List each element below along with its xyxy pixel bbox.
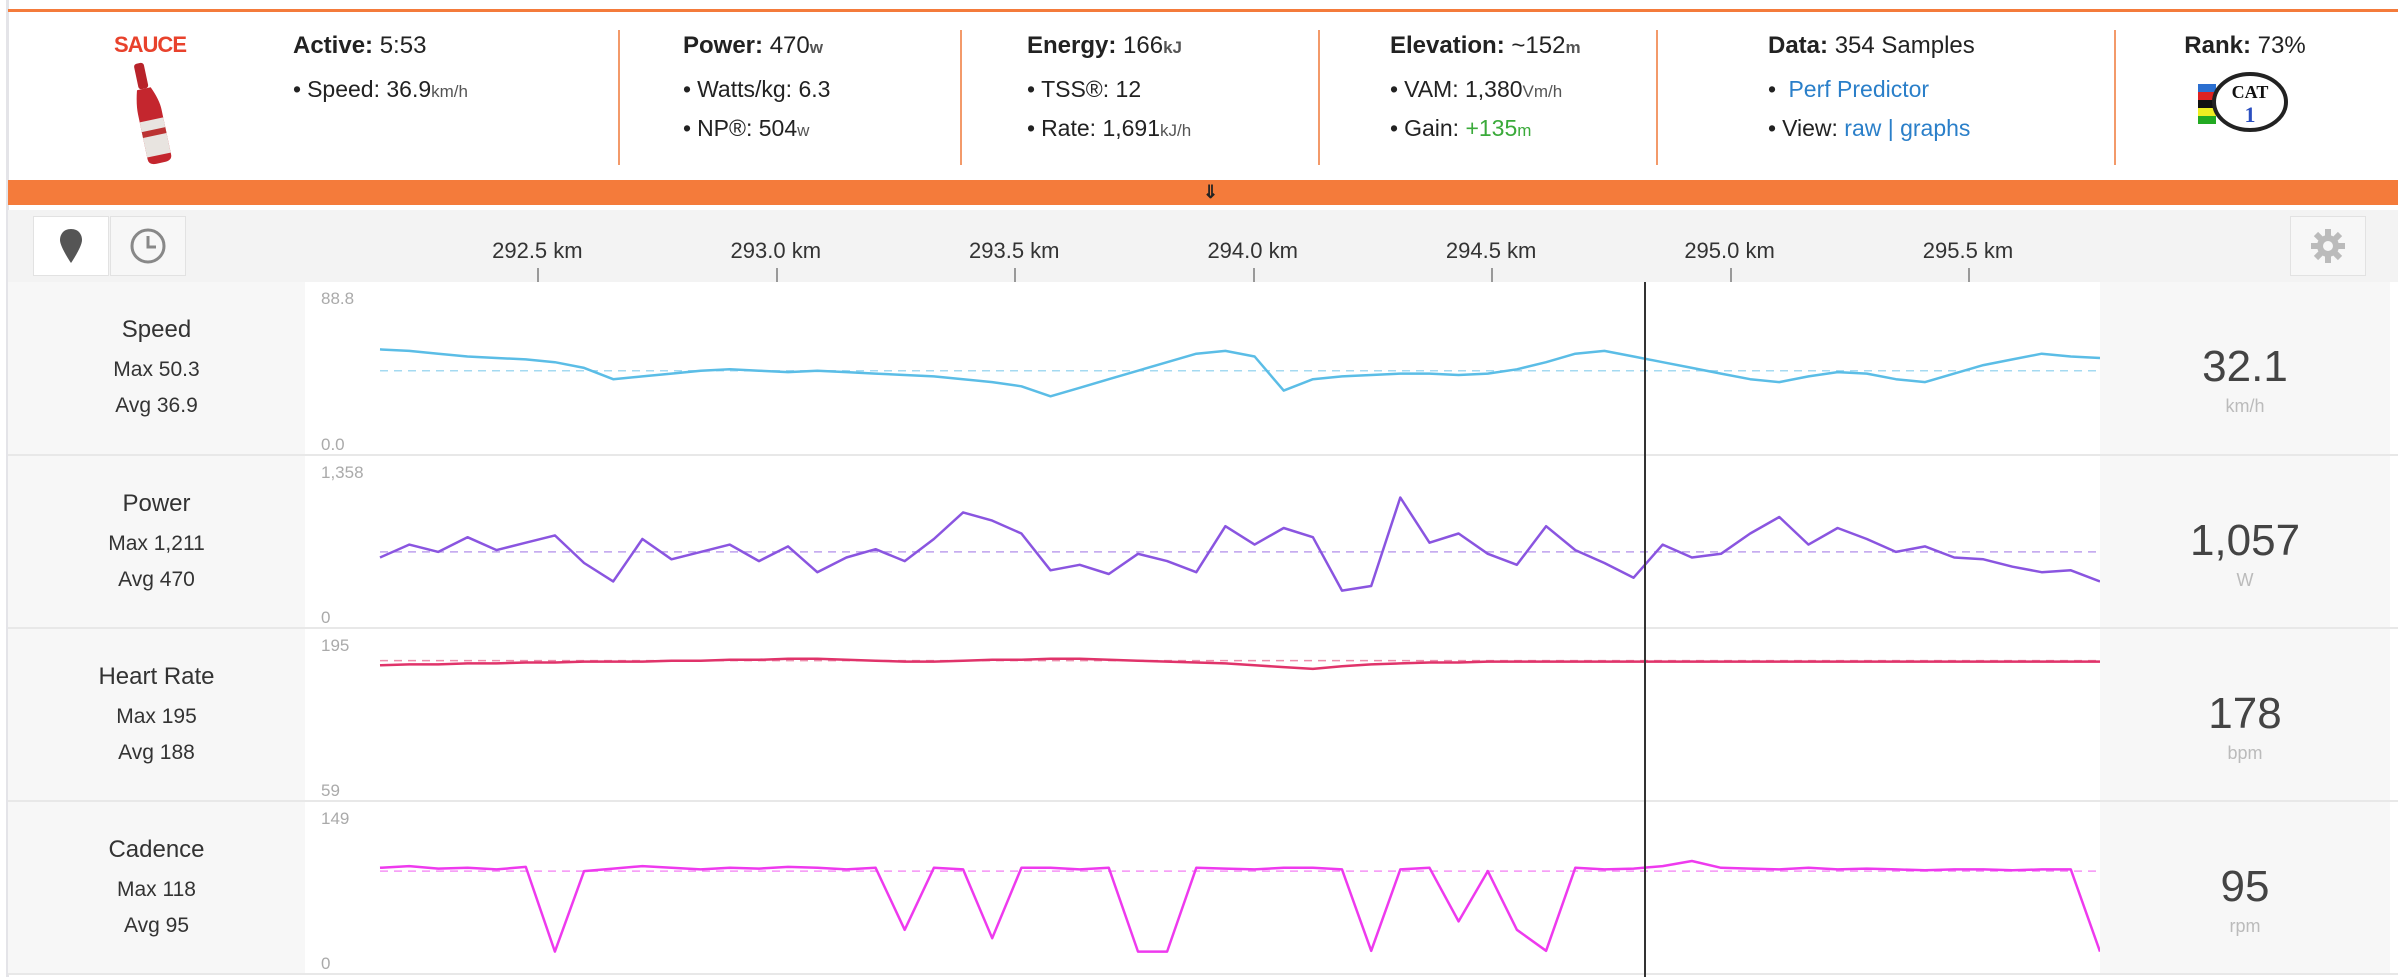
distance-tick-label: 294.0 km bbox=[1207, 238, 1298, 263]
metric-current-value: 1,057 W bbox=[2100, 456, 2390, 627]
collapse-header-bar[interactable]: ⇓ bbox=[8, 180, 2398, 205]
y-max-label: 1,358 bbox=[321, 463, 364, 482]
metric-chart-hr[interactable]: 195 59 bbox=[305, 629, 2100, 802]
divider bbox=[1656, 30, 1658, 165]
distance-tick-mark bbox=[1491, 268, 1494, 282]
metric-name: Speed bbox=[121, 316, 192, 343]
current-value: 32.1 bbox=[2202, 342, 2288, 391]
metric-name: Heart Rate bbox=[98, 663, 215, 690]
sauce-bottle-icon bbox=[134, 62, 172, 165]
y-max-label: 88.8 bbox=[321, 289, 354, 308]
metric-chart-power[interactable]: 1,358 0 bbox=[305, 456, 2100, 629]
distance-tick-mark bbox=[1968, 268, 1970, 282]
sauce-logo: SAUCE bbox=[95, 32, 205, 173]
y-min-label: 0 bbox=[321, 608, 330, 627]
distance-tick-mark bbox=[1252, 268, 1255, 282]
distance-tick-label: 295.0 km bbox=[1684, 238, 1775, 263]
series-line-cadence bbox=[379, 859, 2100, 953]
metric-max: Max 118 bbox=[117, 878, 196, 901]
current-value: 1,057 bbox=[2189, 516, 2301, 565]
current-value: 178 bbox=[2208, 689, 2282, 738]
time-mode-button[interactable] bbox=[110, 216, 186, 276]
metric-max: Max 1,211 bbox=[108, 532, 205, 555]
rank-stat: Rank: 73% CAT 1 bbox=[2170, 34, 2320, 141]
current-unit: rpm bbox=[2229, 916, 2261, 936]
y-min-label: 0.0 bbox=[321, 435, 345, 454]
settings-button[interactable] bbox=[2290, 216, 2366, 276]
metric-avg: Avg 36.9 bbox=[115, 394, 198, 417]
clock-icon bbox=[130, 228, 166, 264]
metric-name: Power bbox=[122, 490, 191, 517]
divider bbox=[960, 30, 962, 165]
metric-max: Max 50.3 bbox=[113, 358, 200, 381]
distance-mode-button[interactable] bbox=[33, 216, 109, 276]
metric-label-panel: Speed Max 50.3 Avg 36.9 bbox=[8, 282, 305, 454]
distance-tick-label: 294.5 km bbox=[1445, 238, 1537, 263]
series-line-hr bbox=[379, 657, 2100, 671]
double-chevron-icon[interactable]: ⇓ bbox=[1203, 182, 1219, 202]
metric-row-power: Power Max 1,211 Avg 470 1,057 W 1,358 0 bbox=[8, 456, 2398, 629]
map-pin-icon bbox=[60, 229, 82, 263]
metric-avg: Avg 188 bbox=[118, 741, 195, 764]
current-unit: W bbox=[2236, 570, 2254, 590]
metric-row-speed: Speed Max 50.3 Avg 36.9 32.1 km/h 88.8 0.0 bbox=[8, 282, 2398, 456]
data-stat: Data: 354 Samples • Perf Predictor • View… bbox=[1768, 32, 1975, 141]
distance-tick-mark bbox=[1014, 268, 1017, 282]
divider bbox=[2114, 30, 2116, 165]
svg-text:CAT: CAT bbox=[2232, 82, 2269, 102]
cat-1-badge-icon[interactable]: CAT 1 bbox=[2190, 66, 2300, 136]
metric-row-cadence: Cadence Max 118 Avg 95 95 rpm 149 0 bbox=[8, 802, 2398, 975]
series-line-speed bbox=[379, 348, 2100, 398]
y-max-label: 149 bbox=[321, 809, 349, 828]
distance-tick-mark bbox=[537, 268, 540, 282]
current-unit: bpm bbox=[2227, 743, 2263, 763]
energy-stat: Energy: 166kJ • TSS®: 12 • Rate: 1,691kJ/h bbox=[1027, 32, 1192, 141]
distance-tick-label: 293.5 km bbox=[969, 238, 1060, 263]
metric-label-panel: Heart Rate Max 195 Avg 188 bbox=[8, 629, 305, 800]
view-raw-link[interactable]: raw bbox=[1844, 115, 1882, 141]
metric-current-value: 95 rpm bbox=[2100, 802, 2390, 973]
metric-label-panel: Cadence Max 118 Avg 95 bbox=[8, 802, 305, 973]
view-graphs-link[interactable]: graphs bbox=[1900, 115, 1971, 141]
perf-predictor-link[interactable]: Perf Predictor bbox=[1788, 76, 1930, 102]
gear-icon bbox=[2311, 229, 2345, 263]
metric-chart-cadence[interactable]: 149 0 bbox=[305, 802, 2100, 975]
y-min-label: 0 bbox=[321, 954, 330, 973]
metric-current-value: 32.1 km/h bbox=[2100, 282, 2390, 454]
distance-tick-mark bbox=[1729, 268, 1732, 282]
chart-cursor-line[interactable] bbox=[1643, 282, 1646, 977]
divider bbox=[618, 30, 620, 165]
distance-tick-label: 295.5 km bbox=[1922, 238, 2014, 263]
current-unit: km/h bbox=[2225, 396, 2265, 416]
metric-max: Max 195 bbox=[116, 705, 197, 728]
distance-tick-mark bbox=[775, 268, 778, 282]
metric-current-value: 178 bpm bbox=[2100, 629, 2390, 800]
metric-row-hr: Heart Rate Max 195 Avg 188 178 bpm 195 59 bbox=[8, 629, 2398, 802]
metric-name: Cadence bbox=[108, 836, 205, 863]
metric-label-panel: Power Max 1,211 Avg 470 bbox=[8, 456, 305, 627]
metric-chart-speed[interactable]: 88.8 0.0 bbox=[305, 282, 2100, 456]
logo-text: SAUCE bbox=[113, 32, 187, 57]
series-line-power bbox=[379, 496, 2100, 592]
metric-avg: Avg 95 bbox=[124, 914, 189, 937]
power-stat: Power: 470w • Watts/kg: 6.3 • NP®: 504w bbox=[683, 32, 831, 141]
y-min-label: 59 bbox=[321, 781, 340, 800]
window-edge bbox=[6, 0, 9, 977]
distance-tick-label: 293.0 km bbox=[730, 238, 822, 263]
current-value: 95 bbox=[2220, 862, 2270, 911]
svg-text:1: 1 bbox=[2245, 102, 2256, 127]
active-stat: Active: 5:53 • Speed: 36.9km/h bbox=[293, 32, 468, 102]
header-accent-line bbox=[8, 9, 2398, 12]
metric-avg: Avg 470 bbox=[118, 568, 195, 591]
chart-toolbar: 292.5 km 293.0 km 293.5 km 294.0 km 294.5 km… bbox=[8, 210, 2398, 282]
y-max-label: 195 bbox=[321, 636, 349, 655]
divider bbox=[1318, 30, 1320, 165]
distance-tick-label: 292.5 km bbox=[492, 238, 583, 263]
elevation-stat: Elevation: ~152m • VAM: 1,380Vm/h • Gain: … bbox=[1390, 32, 1581, 141]
